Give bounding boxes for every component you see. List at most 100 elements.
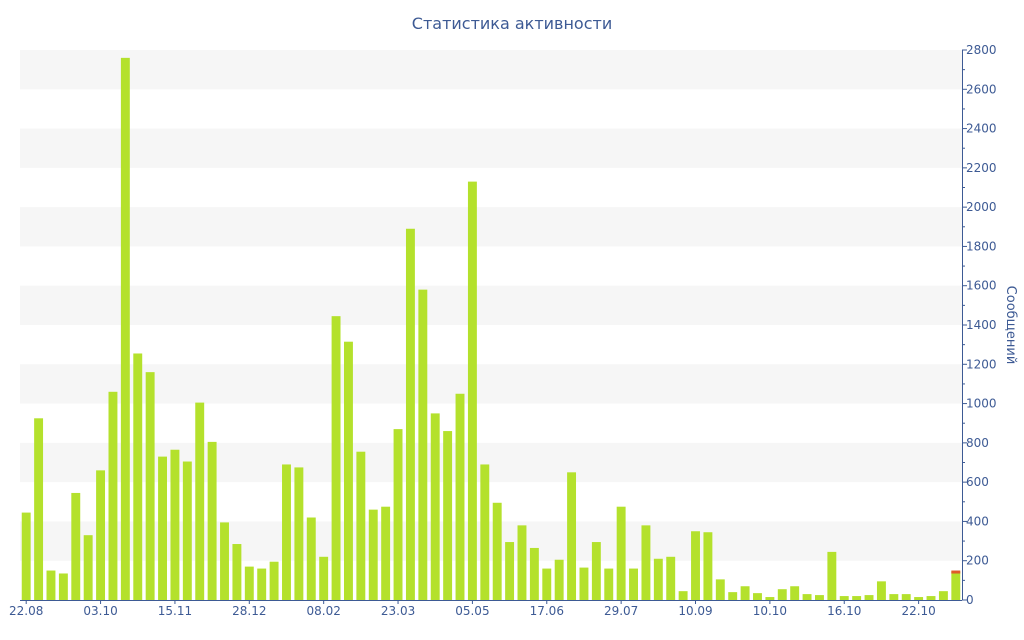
bar	[467, 181, 477, 601]
bar	[852, 596, 862, 600]
x-tick-label: 23.03	[381, 604, 415, 618]
bar	[492, 502, 502, 600]
bar	[170, 449, 180, 600]
bar	[715, 579, 725, 601]
y-tick-label: 2400	[966, 122, 997, 136]
grid-band	[20, 207, 962, 247]
bar	[728, 592, 738, 600]
bar	[740, 586, 750, 600]
x-tick-label: 08.02	[306, 604, 340, 618]
y-tick-label: 2000	[966, 200, 997, 214]
bar	[443, 431, 453, 600]
bar	[368, 509, 378, 600]
bar	[207, 441, 217, 601]
bar	[827, 551, 837, 601]
bar	[505, 542, 515, 600]
bar	[629, 568, 638, 600]
bar	[765, 597, 775, 600]
chart-title: Статистика активности	[411, 14, 613, 33]
grid-band	[20, 285, 962, 325]
bar	[604, 568, 614, 600]
bar	[691, 531, 700, 600]
x-tick-label: 22.08	[9, 604, 43, 618]
bar	[591, 542, 601, 600]
bar	[802, 594, 812, 600]
x-tick-label: 28.12	[232, 604, 266, 618]
x-tick-label: 10.10	[753, 604, 787, 618]
x-tick-label: 16.10	[827, 604, 861, 618]
bar	[542, 568, 552, 600]
bar	[195, 402, 205, 600]
y-tick-label: 2600	[966, 82, 997, 96]
bar	[282, 464, 291, 600]
y-tick-label: 1400	[966, 318, 997, 332]
y-tick-label: 600	[966, 475, 989, 489]
bar	[517, 525, 527, 600]
x-tick-label: 10.09	[678, 604, 712, 618]
bar	[430, 413, 440, 600]
y-tick-label: 2800	[966, 43, 997, 57]
y-tick-label: 2200	[966, 161, 997, 175]
bar	[951, 571, 961, 600]
bar	[133, 353, 143, 600]
bar	[220, 522, 229, 600]
bar	[790, 586, 800, 600]
bar	[34, 418, 44, 600]
bar	[653, 558, 663, 600]
bar	[864, 595, 874, 600]
bar	[839, 596, 849, 600]
bar	[777, 589, 787, 600]
bar	[244, 566, 254, 600]
bar	[145, 372, 155, 600]
bar	[901, 594, 911, 600]
bar	[666, 556, 676, 600]
bar	[182, 461, 192, 600]
bar	[158, 456, 167, 600]
bar	[815, 595, 824, 600]
y-tick-label: 0	[966, 593, 974, 607]
bar	[306, 517, 316, 600]
y-tick-label: 1000	[966, 397, 997, 411]
x-tick-label: 17.06	[530, 604, 564, 618]
bar	[269, 561, 279, 600]
bar	[294, 467, 304, 600]
bar-highlight	[951, 570, 961, 574]
x-tick-label: 05.05	[455, 604, 489, 618]
bar	[356, 451, 366, 600]
bar	[926, 596, 936, 600]
bar	[529, 547, 539, 600]
bar	[616, 506, 626, 600]
bar	[703, 532, 713, 600]
bar	[753, 593, 762, 601]
bar	[455, 393, 465, 600]
y-tick-label: 800	[966, 436, 989, 450]
grid-band	[20, 364, 962, 404]
x-tick-label: 22.10	[901, 604, 935, 618]
x-tick-label: 29.07	[604, 604, 638, 618]
bar	[257, 568, 267, 600]
bar	[405, 228, 415, 600]
grid-band	[20, 128, 962, 168]
y-tick-label: 1200	[966, 357, 997, 371]
bar	[58, 573, 68, 600]
bar	[46, 570, 56, 600]
bar	[83, 535, 93, 600]
bar	[554, 559, 564, 600]
bar	[480, 464, 490, 600]
y-tick-label: 400	[966, 514, 989, 528]
bar	[579, 567, 589, 600]
bar	[120, 57, 130, 601]
bar	[319, 556, 329, 600]
bar	[108, 391, 118, 600]
bar	[938, 591, 948, 600]
y-axis-label: Сообщений	[1003, 286, 1018, 365]
bar	[71, 492, 81, 600]
bar	[381, 506, 391, 600]
bar	[876, 581, 886, 600]
bar	[889, 594, 899, 600]
x-tick-label: 03.10	[83, 604, 117, 618]
bar	[21, 512, 31, 600]
grid-band	[20, 50, 962, 90]
